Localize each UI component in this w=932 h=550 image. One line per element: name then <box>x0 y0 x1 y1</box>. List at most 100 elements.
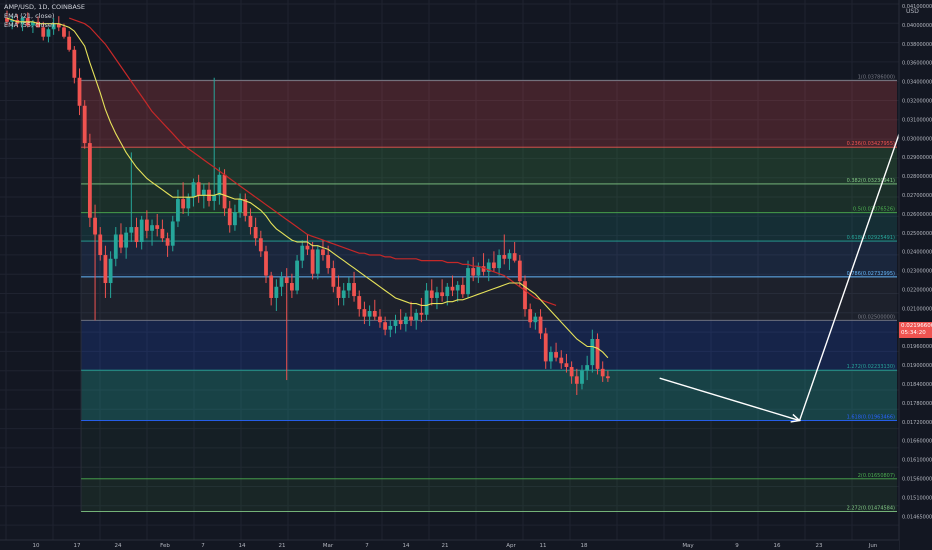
fib-zones <box>80 80 898 512</box>
time-tick-label: 7 <box>201 543 205 549</box>
candle-body <box>435 292 439 298</box>
candle-body <box>362 309 367 317</box>
price-tick-label: 0.01720000 <box>902 420 932 426</box>
price-tick-label: 0.01900000 <box>902 363 932 369</box>
candle-body <box>523 281 527 310</box>
fib-level-label: 0.618(0.02925491) <box>847 235 895 241</box>
currency-label: USD <box>906 8 919 15</box>
candle-body <box>51 23 56 30</box>
candle-body <box>507 253 512 259</box>
candle-body <box>398 320 403 325</box>
candle-body <box>10 19 15 22</box>
fib-zone <box>81 420 898 479</box>
candle-body <box>341 290 346 298</box>
time-tick-label: 16 <box>774 543 781 549</box>
candle-body <box>590 339 595 366</box>
candle-body <box>119 234 123 248</box>
candle-body <box>36 21 40 28</box>
candle-body <box>528 309 533 323</box>
time-tick-label: 23 <box>816 543 823 549</box>
fib-zone <box>81 320 898 371</box>
candle-body <box>533 316 538 323</box>
time-axis[interactable]: 10 17 24 Feb 7 14 21 Mar 7 14 21 Apr 11 18 May 9 16 23 Jun <box>0 539 899 550</box>
candle-body <box>248 215 253 228</box>
candle-body <box>580 370 584 384</box>
price-tick-label: 0.01465000 <box>902 514 932 520</box>
candle-body <box>331 268 336 287</box>
fib-level-label: 0.236(0.03427955) <box>847 141 895 147</box>
time-tick-label: Mar <box>323 543 334 549</box>
time-tick-label: 14 <box>239 543 246 549</box>
candle-body <box>300 245 305 261</box>
time-tick-label: Feb <box>160 543 170 549</box>
candle-body <box>346 283 351 291</box>
price-tick-label: 0.02200000 <box>902 288 932 294</box>
candle-body <box>279 277 284 287</box>
candle-body <box>67 36 72 50</box>
price-tick-label: 0.03400000 <box>902 80 932 86</box>
candle-body <box>403 316 408 325</box>
candle-body <box>326 255 331 269</box>
candle-body <box>124 232 129 248</box>
candle-body <box>450 286 455 291</box>
time-tick-label: 24 <box>115 543 122 549</box>
candle-body <box>471 268 476 276</box>
candle-body <box>409 316 413 321</box>
fib-level-label: 0.382(0.03230941) <box>847 178 895 184</box>
candle-body <box>253 227 258 239</box>
candle-body <box>41 27 46 37</box>
fib-level-label: 1(0.03786000) <box>858 74 895 80</box>
candle-body <box>186 197 191 209</box>
candle-body <box>569 366 574 377</box>
candle-body <box>269 275 274 298</box>
price-tick-label: 0.01840000 <box>902 382 932 388</box>
time-tick-label: 7 <box>365 543 369 549</box>
candle-body <box>227 208 232 226</box>
time-tick-label: Jun <box>868 543 878 549</box>
candle-body <box>155 225 160 229</box>
price-tick-label: 0.01510000 <box>902 495 932 501</box>
symbol-title: AMP/USD, 1D, COINBASE <box>4 3 86 11</box>
candle-body <box>238 199 242 213</box>
price-axis-bg <box>899 0 932 550</box>
candle-body <box>310 249 315 274</box>
candle-body <box>31 21 35 26</box>
candle-body <box>378 316 382 323</box>
ema-fast-label[interactable]: EMA (21, close) <box>4 12 55 20</box>
candle-body <box>549 352 553 362</box>
price-tick-label: 0.03100000 <box>902 117 932 123</box>
candle-body <box>460 284 465 295</box>
candle-body <box>284 277 289 284</box>
candle-body <box>46 29 51 37</box>
candle-body <box>103 255 108 284</box>
candle-body <box>243 199 248 216</box>
candle-body <box>113 234 118 259</box>
candle-body <box>196 182 201 196</box>
time-tick-label: May <box>682 543 694 549</box>
price-tick-label: 0.04100000 <box>902 4 932 10</box>
fib-level-label: 1.618(0.01963466) <box>847 415 895 421</box>
bar-countdown: 05:34:20 <box>901 330 926 336</box>
last-price-value: 0.02196600 <box>901 323 932 329</box>
ema-slow-label[interactable]: EMA (55, close) <box>4 21 55 29</box>
time-tick-label: 14 <box>403 543 410 549</box>
candle-body <box>393 320 398 326</box>
fib-level-label: 2.272(0.01474584) <box>847 506 895 512</box>
price-tick-label: 0.02700000 <box>902 193 932 199</box>
candle-body <box>455 284 460 291</box>
last-price-label: 0.02196600 05:34:20 <box>899 322 932 338</box>
price-tick-label: 0.03200000 <box>902 99 932 105</box>
candle-body <box>419 312 424 315</box>
fib-zone <box>81 80 898 148</box>
price-tick-label: 0.02600000 <box>902 212 932 218</box>
time-axis-bg <box>0 540 899 550</box>
price-axis[interactable]: 0.04100000 0.04000000 0.03800000 0.03600000… <box>898 0 932 550</box>
candle-body <box>538 316 543 334</box>
ema-lines <box>6 17 609 359</box>
candle-body <box>466 268 470 295</box>
ema-21-line <box>6 17 609 359</box>
candle-body <box>258 238 263 252</box>
candle-body <box>486 262 491 272</box>
candle-body <box>424 290 429 315</box>
